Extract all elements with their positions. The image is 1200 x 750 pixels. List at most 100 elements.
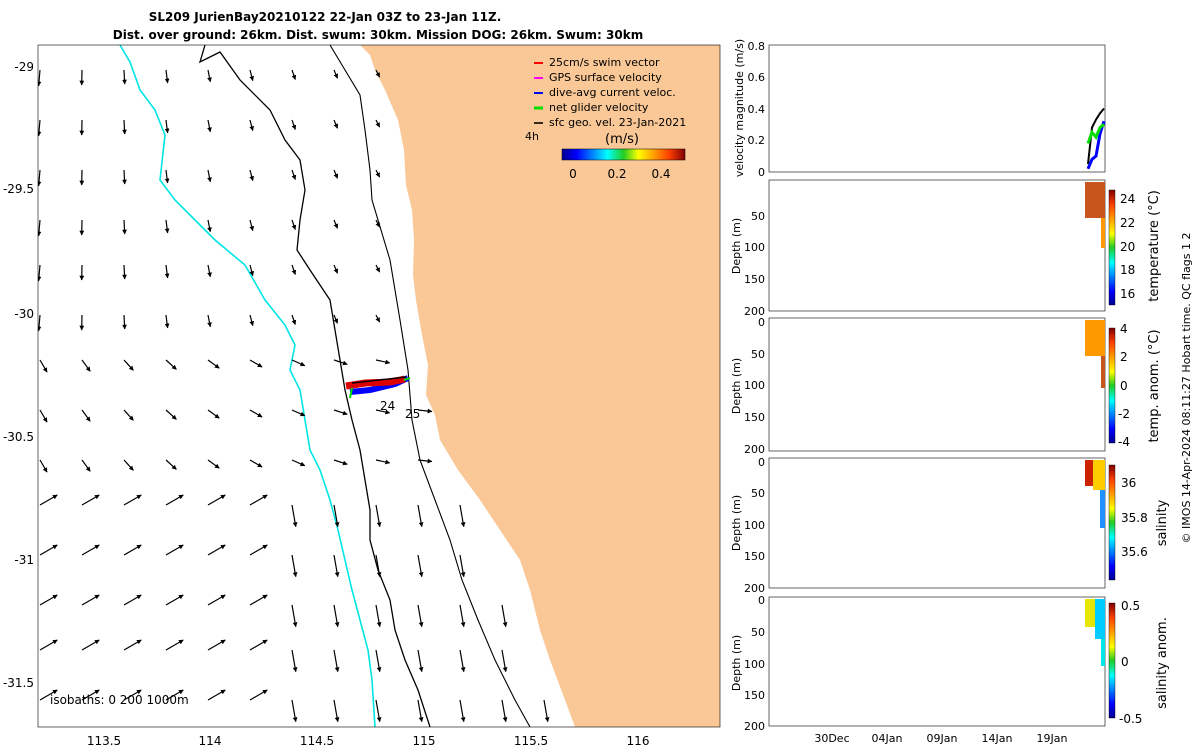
velocity-panel: velocity magnitude (m/s) 0 0.2 0.4 0.6 0… bbox=[733, 39, 1106, 179]
map-frame bbox=[37, 44, 721, 728]
map-colorbar-tick: 0.4 bbox=[651, 167, 670, 181]
velocity-arrow bbox=[249, 119, 255, 132]
salinity-panel-frame bbox=[768, 457, 1106, 589]
salinity-section-mid bbox=[1093, 460, 1105, 490]
velocity-arrow bbox=[375, 219, 381, 228]
time-x-tick: 30Dec bbox=[814, 732, 849, 745]
velocity-arrow bbox=[207, 119, 212, 133]
salinity-cbar-tick: 36 bbox=[1121, 476, 1136, 490]
velocity-arrow bbox=[249, 594, 268, 606]
velocity-y-tick: 0 bbox=[758, 166, 765, 179]
velocity-arrow bbox=[417, 699, 424, 723]
velocity-arrow bbox=[249, 494, 268, 506]
salinity-anom-cbar-label: salinity anom. bbox=[1155, 617, 1170, 709]
depth-tick: 200 bbox=[744, 582, 765, 595]
salinity-cbar-tick: 35.8 bbox=[1121, 511, 1148, 525]
velocity-arrow bbox=[207, 494, 226, 506]
velocity-arrow bbox=[207, 219, 212, 233]
temperature-cbar-tick: 20 bbox=[1120, 240, 1135, 254]
velocity-arrow bbox=[333, 504, 340, 528]
velocity-y-tick: 0.8 bbox=[748, 40, 766, 53]
temp-anom-colorbar bbox=[1108, 327, 1116, 444]
map-legend: 25cm/s swim vector GPS surface velocity … bbox=[525, 56, 686, 181]
velocity-arrow bbox=[249, 409, 263, 418]
velocity-series bbox=[1086, 107, 1106, 170]
velocity-arrow bbox=[375, 119, 381, 128]
velocity-arrow bbox=[375, 554, 382, 578]
velocity-arrow bbox=[291, 459, 306, 467]
velocity-arrow bbox=[249, 169, 255, 182]
temp-anom-cbar-tick: 0 bbox=[1120, 379, 1128, 393]
velocity-arrow bbox=[165, 594, 184, 606]
velocity-arrow bbox=[39, 544, 58, 556]
velocity-arrow bbox=[207, 314, 212, 328]
depth-tick: 0 bbox=[758, 456, 765, 469]
salinity-cbar-tick: 35.6 bbox=[1121, 545, 1148, 559]
velocity-arrow bbox=[543, 699, 550, 723]
depth-tick: 50 bbox=[751, 626, 765, 639]
depth-tick: 0 bbox=[758, 316, 765, 329]
velocity-arrow bbox=[333, 219, 339, 229]
depth-tick: 150 bbox=[744, 689, 765, 702]
depth-tick: 100 bbox=[744, 241, 765, 254]
velocity-arrow bbox=[39, 689, 58, 701]
velocity-arrow bbox=[249, 219, 255, 232]
salinity-anom-colorbar bbox=[1108, 602, 1116, 719]
temperature-cbar-label: temperature (°C) bbox=[1147, 190, 1162, 302]
velocity-arrow bbox=[249, 359, 263, 368]
temp-anom-section-deep bbox=[1101, 356, 1105, 388]
velocity-arrow bbox=[122, 169, 127, 185]
velocity-arrow bbox=[81, 544, 100, 556]
temperature-cbar-tick: 24 bbox=[1120, 192, 1135, 206]
velocity-arrow bbox=[38, 69, 42, 87]
depth-tick: 100 bbox=[744, 519, 765, 532]
velocity-arrow bbox=[38, 264, 42, 282]
velocity-arrow bbox=[375, 169, 381, 178]
velocity-arrow bbox=[249, 639, 268, 651]
velocity-arrow bbox=[291, 604, 298, 628]
map-y-ticks: -29 -29.5 -30 -30.5 -31 -31.5 bbox=[3, 60, 34, 690]
velocity-arrow bbox=[164, 119, 170, 134]
velocity-arrow bbox=[333, 699, 340, 723]
velocity-arrow bbox=[375, 314, 381, 323]
glider-track bbox=[345, 375, 411, 399]
velocity-arrow bbox=[165, 689, 184, 701]
velocity-arrow bbox=[249, 544, 268, 556]
velocity-arrow bbox=[291, 264, 297, 275]
velocity-arrow bbox=[249, 264, 255, 277]
isobaths-label: isobaths: 0 200 1000m bbox=[50, 693, 189, 707]
velocity-arrow bbox=[122, 119, 127, 135]
velocity-series-line bbox=[1086, 123, 1105, 144]
velocity-arrow bbox=[38, 219, 42, 237]
temperature-panel: Depth (m) 50 100 150 200 24 22 20 18 16 … bbox=[730, 179, 1162, 318]
velocity-arrow bbox=[333, 359, 348, 366]
map-x-tick: 115 bbox=[413, 734, 436, 748]
temp-anom-section bbox=[1085, 320, 1105, 356]
figure-title-line1: SL209 JurienBay20210122 22-Jan 03Z to 23… bbox=[149, 10, 502, 24]
depth-tick: 0 bbox=[758, 594, 765, 607]
velocity-arrows bbox=[38, 69, 550, 723]
map-x-tick: 114 bbox=[199, 734, 222, 748]
velocity-arrow bbox=[122, 264, 127, 280]
salinity-anom-cbar-tick: 0 bbox=[1121, 655, 1129, 669]
salinity-anom-panel-frame bbox=[768, 596, 1106, 727]
temp-anom-cbar-tick: 2 bbox=[1120, 350, 1128, 364]
velocity-arrow bbox=[501, 604, 508, 628]
salinity-cbar-label: salinity bbox=[1155, 499, 1170, 546]
track-label-24: 24 bbox=[380, 399, 395, 413]
velocity-arrow bbox=[123, 494, 142, 506]
velocity-arrow bbox=[164, 169, 170, 184]
track-swim-vector bbox=[345, 375, 406, 390]
temperature-cbar-tick: 18 bbox=[1120, 263, 1135, 277]
depth-tick: 150 bbox=[744, 550, 765, 563]
velocity-series-line bbox=[1086, 120, 1106, 170]
velocity-arrow bbox=[39, 359, 48, 373]
temperature-colorbar bbox=[1108, 189, 1116, 306]
velocity-arrow bbox=[291, 169, 297, 180]
map-colorbar bbox=[561, 148, 686, 161]
map-y-tick: -30 bbox=[14, 307, 34, 321]
salinity-anom-cbar-tick: -0.5 bbox=[1119, 712, 1142, 726]
velocity-arrow bbox=[123, 409, 134, 421]
velocity-arrow bbox=[291, 119, 297, 130]
